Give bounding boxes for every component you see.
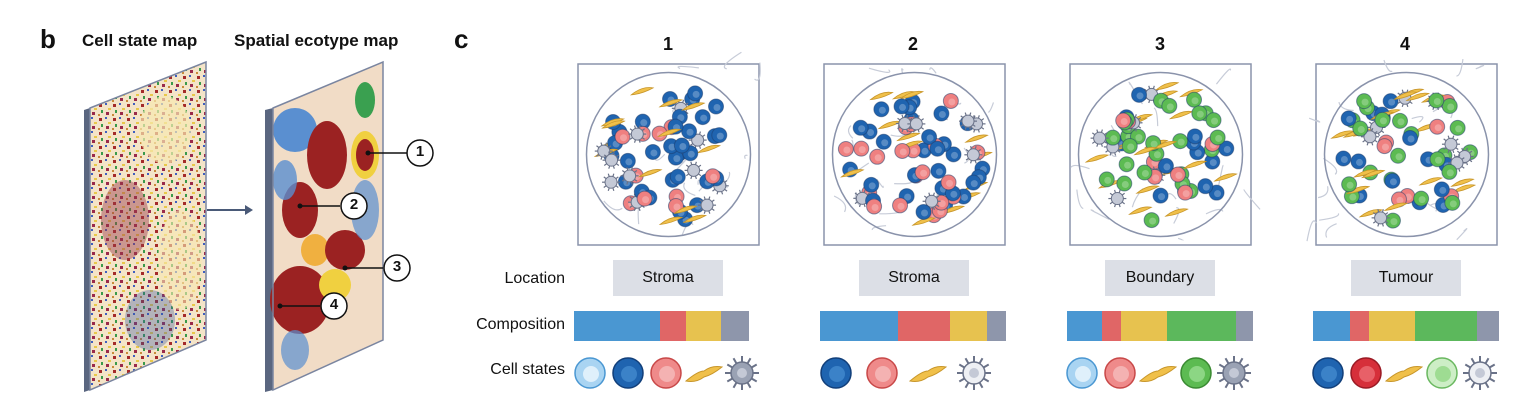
cell-states-row	[820, 356, 991, 390]
composition-segment	[685, 311, 721, 341]
composition-segment	[898, 311, 951, 341]
cell-states-row	[574, 356, 759, 390]
composition-segment	[1350, 311, 1369, 341]
location-badge: Stroma	[859, 260, 969, 296]
fibroblast-icon	[908, 366, 948, 382]
location-badge: Boundary	[1105, 260, 1215, 296]
cell-states-row	[1312, 356, 1497, 390]
white-spiky-cell-icon	[957, 356, 991, 390]
ecotype-illustration	[1069, 63, 1261, 246]
ecotype-number: 1	[662, 34, 673, 54]
light-blue-cell-icon	[574, 357, 606, 389]
composition-bar	[1313, 311, 1499, 341]
fibroblast-icon	[1138, 366, 1178, 382]
composition-bar	[1067, 311, 1253, 341]
dark-blue-cell-icon	[1312, 357, 1344, 389]
composition-segment	[1476, 311, 1499, 341]
composition-segment	[574, 311, 660, 341]
composition-bar	[574, 311, 760, 341]
ecotype-illustration	[577, 51, 761, 246]
composition-segment	[1067, 311, 1103, 341]
grey-spiky-cell-icon	[1217, 356, 1251, 390]
red-cell-icon	[1350, 357, 1382, 389]
composition-segment	[720, 311, 749, 341]
composition-segment	[1313, 311, 1351, 341]
location-badge: Tumour	[1351, 260, 1461, 296]
location-badge: Stroma	[613, 260, 723, 296]
panel-b-letter: b	[40, 24, 56, 54]
callout-4: 4	[329, 296, 339, 313]
ecotype-number: 2	[907, 34, 918, 54]
location-row-label: Location	[504, 270, 566, 287]
green-cell-icon	[1180, 357, 1212, 389]
composition-segment	[1120, 311, 1168, 341]
composition-segment	[950, 311, 988, 341]
grey-spiky-cell-icon	[725, 356, 759, 390]
cell-state-map-tile	[84, 60, 207, 392]
callout-2: 2	[349, 196, 359, 213]
spatial-ecotype-map-title: Spatial ecotype map	[234, 31, 399, 50]
composition-segment	[820, 311, 899, 341]
ecotype-number: 4	[1399, 34, 1410, 54]
composition-segment	[1368, 311, 1416, 341]
white-spiky-cell-icon	[1463, 356, 1497, 390]
ecotype-number: 3	[1154, 34, 1165, 54]
pink-cell-icon	[650, 357, 682, 389]
pink-cell-icon	[1104, 357, 1136, 389]
dark-blue-cell-icon	[820, 357, 852, 389]
spatial-ecotype-map-tile	[265, 60, 384, 392]
cell-states-row-label: Cell states	[490, 361, 565, 378]
light-blue-cell-icon	[1066, 357, 1098, 389]
callout-1: 1	[415, 143, 425, 160]
fibroblast-icon	[1384, 366, 1424, 382]
cell-state-map-title: Cell state map	[82, 31, 198, 50]
pink-cell-icon	[866, 357, 898, 389]
ecotype-illustration	[1306, 58, 1498, 246]
composition-segment	[1236, 311, 1253, 341]
callout-3: 3	[392, 258, 402, 275]
panel-c-letter: c	[454, 24, 469, 54]
arrow-icon	[207, 205, 253, 215]
composition-bar	[820, 311, 1006, 341]
fibroblast-icon	[684, 366, 724, 382]
composition-segment	[1167, 311, 1237, 341]
dark-blue-cell-icon	[612, 357, 644, 389]
composition-segment	[659, 311, 686, 341]
cell-states-row	[1066, 356, 1251, 390]
ecotype-illustration	[823, 63, 1006, 246]
light-green-cell-icon	[1426, 357, 1458, 389]
composition-row-label: Composition	[476, 316, 565, 333]
composition-segment	[987, 311, 1006, 341]
composition-segment	[1415, 311, 1477, 341]
composition-segment	[1102, 311, 1121, 341]
